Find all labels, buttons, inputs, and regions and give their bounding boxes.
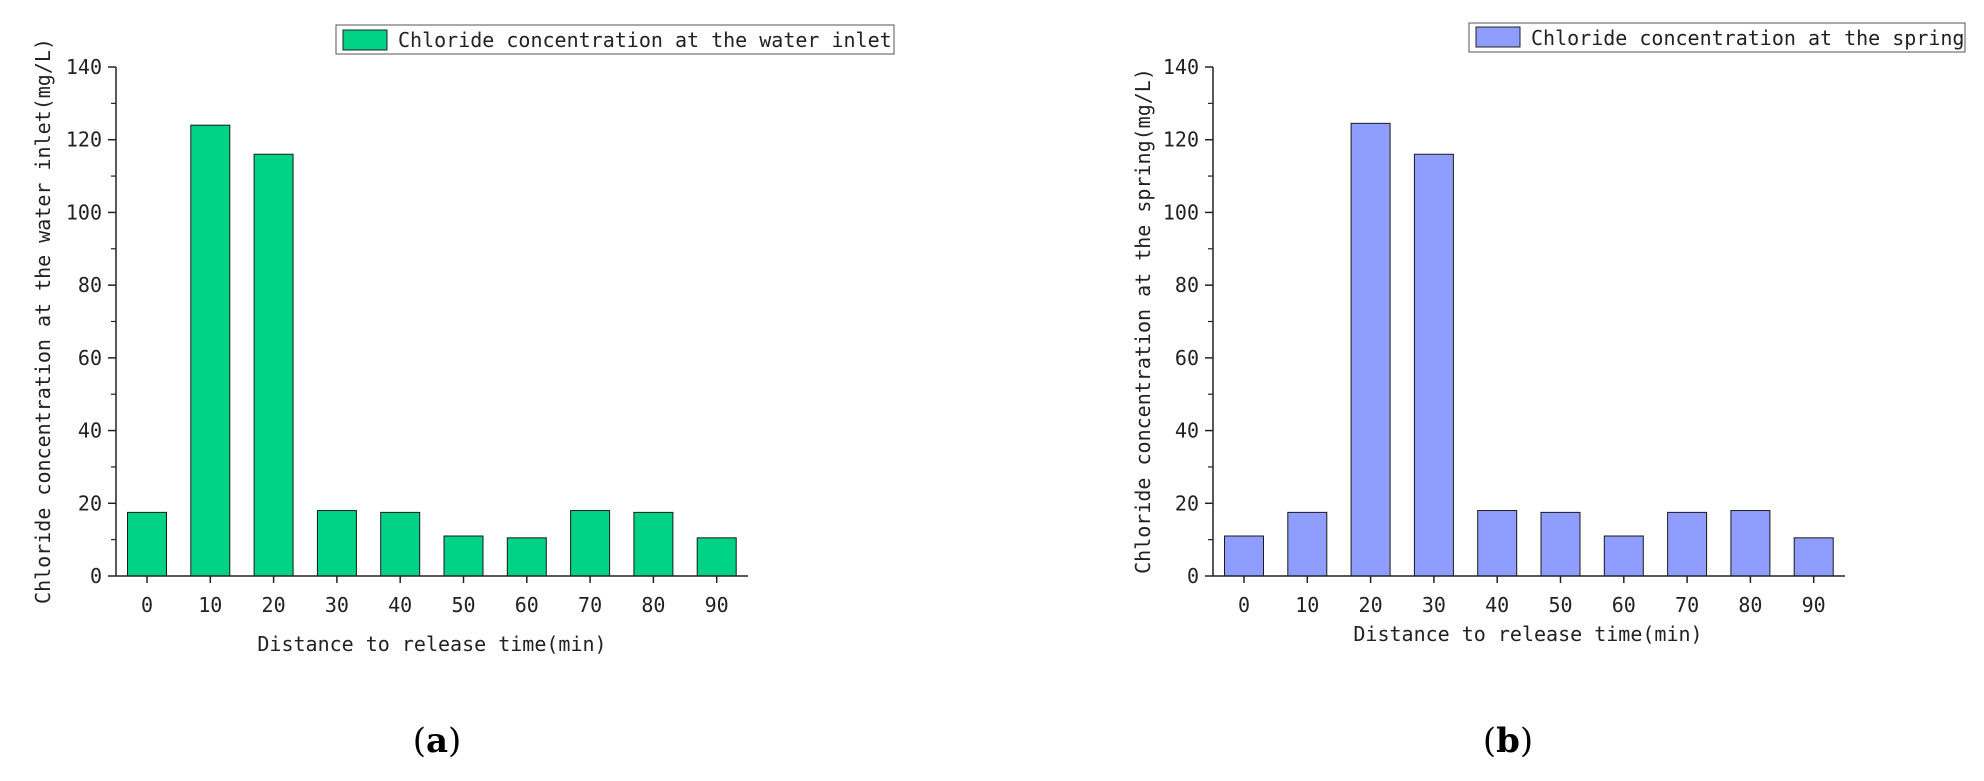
x-tick-label-b: 10 [1295,593,1319,617]
y-tick-label-b: 120 [1163,128,1199,152]
y-tick-label-b: 60 [1175,346,1199,370]
x-tick-label-a: 40 [388,593,412,617]
x-tick-label-a: 30 [325,593,349,617]
y-tick-label-a: 120 [66,128,102,152]
bar-b-0 [1224,535,1264,577]
bar-a-40 [380,511,421,577]
y-tick-label-b: 140 [1163,55,1199,79]
x-tick-label-a: 70 [578,593,602,617]
chart-panel-a: 0 20 40 60 80 100 120 140 0 10 20 30 40 50 60 70 80 90 Di… [31,24,895,761]
x-tick-label-a: 10 [198,593,222,617]
x-tick-label-b: 90 [1802,593,1826,617]
bar-b-70 [1667,511,1708,577]
x-tick-label-b: 20 [1359,593,1383,617]
legend-b: Chloride concentration at the spring [1468,22,1966,53]
bar-b-10 [1287,511,1328,577]
y-tick-label-a: 100 [66,200,102,224]
bar-a-30 [316,510,357,577]
ticks-group-b: 0 20 40 60 80 100 120 140 0 10 20 30 40 50 60 70 80 90 [1163,55,1826,617]
y-axis-title-b: Chloride concentration at the spring(mg/… [1131,68,1155,574]
bar-a-90 [696,537,737,577]
legend-frame-b [1468,22,1966,53]
x-tick-label-b: 40 [1485,593,1509,617]
bar-a-50 [443,535,484,577]
bar-a-80 [633,511,674,577]
bar-b-90 [1793,537,1834,577]
y-tick-label-a: 60 [78,346,102,370]
x-tick-label-a: 50 [451,593,475,617]
legend-a: Chloride concentration at the water inle… [335,24,895,55]
y-tick-label-a: 80 [78,273,102,297]
y-tick-label-a: 40 [78,419,102,443]
bar-a-20 [253,153,294,577]
bar-a-0 [127,511,167,577]
bar-b-40 [1477,510,1518,577]
y-tick-label-a: 0 [90,564,102,588]
x-tick-label-a: 20 [262,593,286,617]
x-tick-label-b: 80 [1738,593,1762,617]
x-axis-title-a: Distance to release time(min) [257,632,606,656]
bars-group-a [127,124,737,577]
x-tick-label-a: 0 [141,593,153,617]
panel-label-a: (a) [413,721,462,761]
panel-label-b: (b) [1483,721,1533,761]
ticks-group-a: 0 20 40 60 80 100 120 140 0 10 20 30 40 50 60 70 80 90 [66,55,729,617]
x-tick-label-b: 30 [1422,593,1446,617]
x-tick-label-b: 70 [1675,593,1699,617]
y-tick-label-b: 80 [1175,273,1199,297]
bars-group-b [1224,122,1834,577]
x-tick-label-b: 0 [1238,593,1250,617]
y-tick-label-b: 0 [1187,564,1199,588]
x-tick-label-a: 60 [515,593,539,617]
legend-frame-a [335,24,895,55]
bar-b-30 [1413,153,1454,577]
y-axis-title-a: Chloride concentration at the water inle… [31,38,55,604]
bar-b-80 [1730,510,1771,577]
bar-b-60 [1603,535,1644,577]
bar-a-60 [506,537,547,577]
x-tick-label-b: 50 [1548,593,1572,617]
x-tick-label-a: 80 [641,593,665,617]
bar-a-10 [190,124,231,577]
x-tick-label-a: 90 [705,593,729,617]
y-tick-label-b: 100 [1163,200,1199,224]
legend-swatch-b [1475,26,1521,48]
bar-a-70 [570,510,611,577]
panel-letter-a: a [426,721,448,761]
legend-label-a: Chloride concentration at the water inle… [398,28,892,52]
panel-letter-b: b [1496,721,1520,761]
legend-swatch-a [342,29,388,51]
y-tick-label-a: 20 [78,491,102,515]
x-axis-title-b: Distance to release time(min) [1353,622,1702,646]
legend-label-b: Chloride concentration at the spring [1531,26,1964,50]
y-tick-label-b: 20 [1175,491,1199,515]
bar-b-50 [1540,511,1581,577]
bar-b-20 [1350,122,1391,577]
y-tick-label-b: 40 [1175,419,1199,443]
y-tick-label-a: 140 [66,55,102,79]
x-tick-label-b: 60 [1612,593,1636,617]
chart-panel-b: 0 20 40 60 80 100 120 140 0 10 20 30 40 50 60 70 80 90 Di… [1131,22,1966,761]
